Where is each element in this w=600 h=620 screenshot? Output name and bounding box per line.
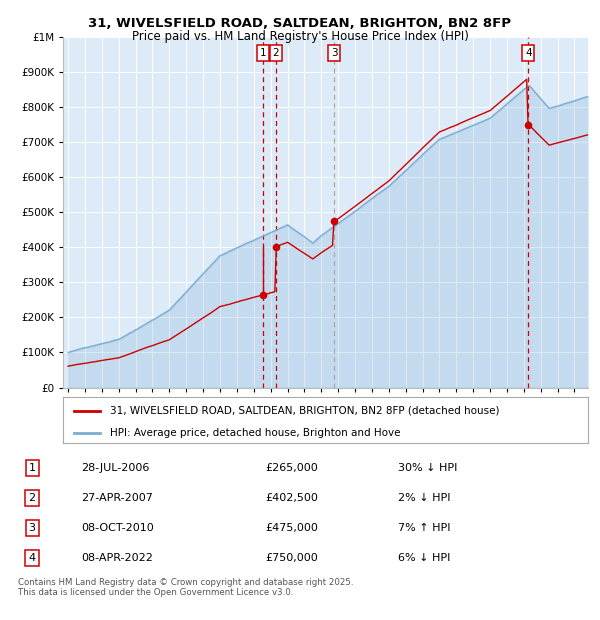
Text: 08-APR-2022: 08-APR-2022 [81,554,153,564]
Text: 4: 4 [525,48,532,58]
Text: 4: 4 [29,554,36,564]
Text: Contains HM Land Registry data © Crown copyright and database right 2025.
This d: Contains HM Land Registry data © Crown c… [18,578,353,597]
Text: 1: 1 [260,48,266,58]
Text: 27-APR-2007: 27-APR-2007 [81,493,153,503]
Text: Price paid vs. HM Land Registry's House Price Index (HPI): Price paid vs. HM Land Registry's House … [131,30,469,43]
Text: 30% ↓ HPI: 30% ↓ HPI [398,463,457,472]
Text: 31, WIVELSFIELD ROAD, SALTDEAN, BRIGHTON, BN2 8FP (detached house): 31, WIVELSFIELD ROAD, SALTDEAN, BRIGHTON… [110,405,500,416]
Text: 31, WIVELSFIELD ROAD, SALTDEAN, BRIGHTON, BN2 8FP: 31, WIVELSFIELD ROAD, SALTDEAN, BRIGHTON… [89,17,511,30]
Text: 6% ↓ HPI: 6% ↓ HPI [398,554,450,564]
Text: 3: 3 [331,48,338,58]
Text: 08-OCT-2010: 08-OCT-2010 [81,523,154,533]
Text: 7% ↑ HPI: 7% ↑ HPI [398,523,451,533]
Text: £265,000: £265,000 [265,463,318,472]
Text: £750,000: £750,000 [265,554,318,564]
Text: £402,500: £402,500 [265,493,319,503]
Text: £475,000: £475,000 [265,523,319,533]
Text: 2: 2 [273,48,280,58]
Text: 2: 2 [29,493,36,503]
Text: 2% ↓ HPI: 2% ↓ HPI [398,493,451,503]
Text: 1: 1 [29,463,35,472]
Text: 28-JUL-2006: 28-JUL-2006 [81,463,149,472]
Text: 3: 3 [29,523,35,533]
Text: HPI: Average price, detached house, Brighton and Hove: HPI: Average price, detached house, Brig… [110,428,401,438]
